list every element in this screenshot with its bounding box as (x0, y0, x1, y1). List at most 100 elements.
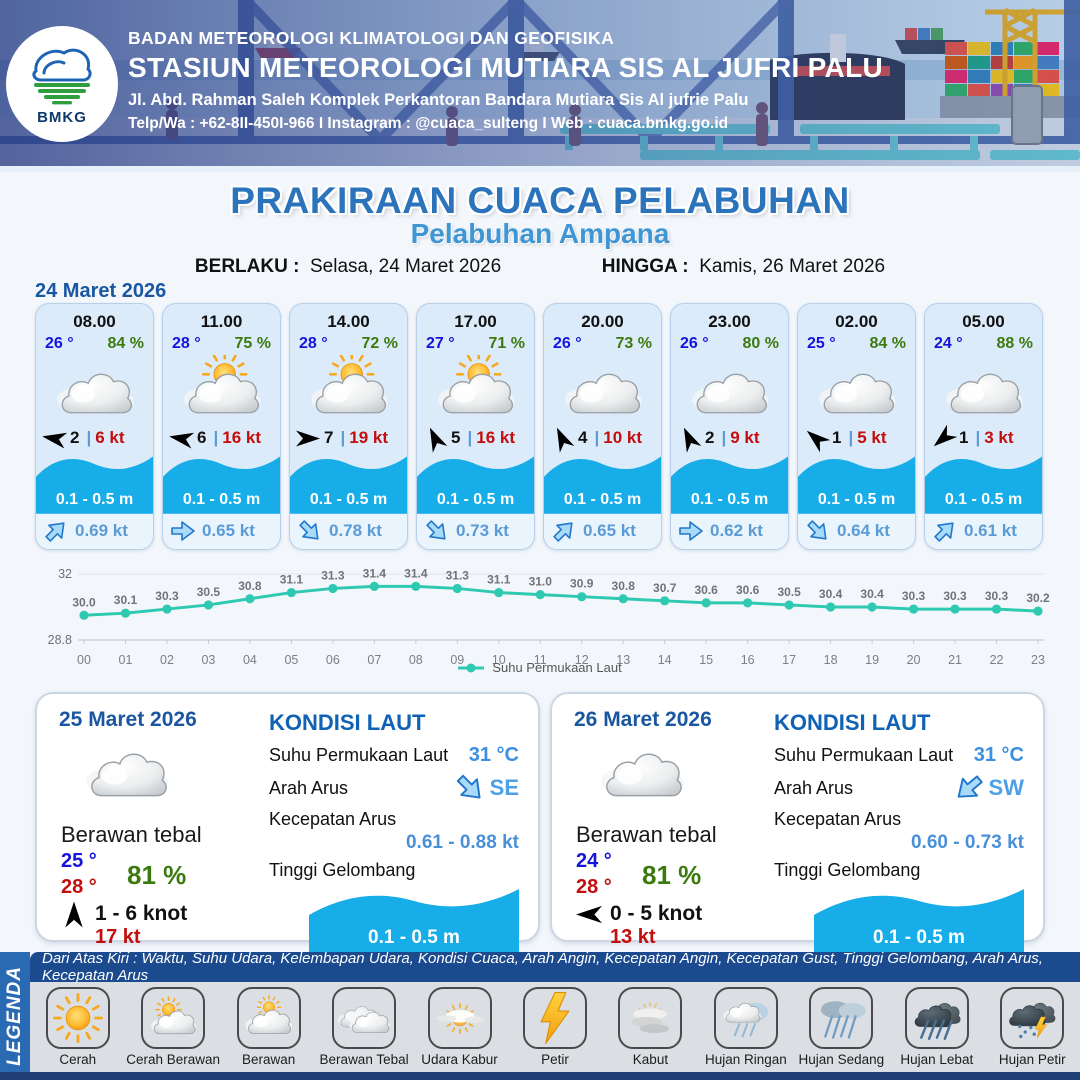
wave-band: 0.1 - 0.5 m (290, 451, 407, 514)
wind-direction-icon (556, 427, 575, 453)
wave-band: 0.1 - 0.5 m (925, 451, 1042, 514)
hingga-label: HINGGA : (601, 256, 689, 277)
humidity: 71 % (488, 335, 525, 352)
svg-text:30.1: 30.1 (114, 593, 138, 607)
wave-shape (798, 456, 915, 514)
wind-force: 2 (70, 428, 80, 448)
sst-value: 31 °C (468, 744, 519, 766)
forecast-card-row: 08.00 26 ° 84 % 2 | 6 kt 0.1 - 0.5 m 0.6… (35, 303, 1045, 550)
wind-force: 1 (832, 428, 842, 448)
current-dir-label: Arah Arus (269, 777, 349, 798)
svg-text:30.8: 30.8 (238, 579, 262, 593)
wind-force: 2 (705, 428, 715, 448)
port-illustration (0, 0, 1080, 166)
wind-separator: | (594, 428, 600, 448)
wave-band: 0.1 - 0.5 m (798, 451, 915, 514)
humidity: 72 % (361, 335, 398, 352)
summary-humidity: 81 % (642, 860, 702, 890)
weather-icon (163, 355, 280, 423)
wind-speed: 16 kt (476, 428, 515, 448)
forecast-card: 17.00 27 ° 71 % 5 | 16 kt 0.1 - 0.5 m 0.… (416, 303, 535, 550)
udara-kabur-icon (427, 987, 492, 1049)
current-speed-value: 0.61 - 0.88 kt (405, 832, 519, 853)
summary-temp-max: 28 ° (61, 876, 97, 898)
svg-text:12: 12 (575, 653, 589, 667)
svg-text:16: 16 (741, 653, 755, 667)
berawan-icon (236, 987, 301, 1049)
humidity: 84 % (869, 335, 906, 352)
forecast-time: 20.00 (581, 312, 624, 331)
petir-icon (522, 987, 587, 1049)
wind-separator: | (340, 428, 346, 448)
svg-text:30.3: 30.3 (985, 589, 1009, 603)
current-direction-icon (426, 520, 446, 541)
forecast-time: 05.00 (962, 312, 1005, 331)
svg-text:15: 15 (699, 653, 713, 667)
wave-shape (671, 456, 788, 514)
svg-text:08: 08 (409, 653, 423, 667)
legend-item-label: Hujan Petir (998, 1052, 1066, 1067)
svg-text:05: 05 (284, 653, 298, 667)
svg-text:30.6: 30.6 (694, 583, 718, 597)
legend-item: Petir (508, 987, 602, 1067)
forecast-card: 14.00 28 ° 72 % 7 | 19 kt 0.1 - 0.5 m 0.… (289, 303, 408, 550)
svg-text:22: 22 (990, 653, 1004, 667)
summary-wind-row: 1 - 6 knot (61, 901, 188, 927)
legend-title: LEGENDA (4, 966, 25, 1066)
contact-info: Telp/Wa : +62-8II-450I-966 I Instagram :… (128, 115, 729, 132)
svg-text:31.0: 31.0 (529, 575, 553, 589)
validity-line: BERLAKU : Selasa, 24 Maret 2026 HINGGA :… (0, 256, 1080, 278)
air-temperature: 24 ° (934, 335, 963, 352)
station-address: Jl. Abd. Rahman Saleh Komplek Perkantora… (128, 91, 749, 109)
svg-text:17: 17 (782, 653, 796, 667)
summary-wind-range: 0 - 5 knot (610, 902, 703, 925)
current-speed: 0.69 kt (75, 521, 128, 541)
air-temperature: 26 ° (680, 335, 709, 352)
weather-icon (290, 355, 407, 423)
forecast-date: 24 Maret 2026 (35, 280, 167, 302)
wave-band: 0.1 - 0.5 m (544, 451, 661, 514)
wave-band: 0.1 - 0.5 m (163, 451, 280, 514)
wave-label: Tinggi Gelombang (774, 860, 921, 880)
legend-item-label: Udara Kabur (421, 1052, 498, 1067)
current-speed-value: 0.60 - 0.73 kt (910, 832, 1024, 853)
wave-height-box: 0.1 - 0.5 m (309, 885, 519, 957)
svg-text:30.9: 30.9 (570, 577, 594, 591)
summary-humidity: 81 % (127, 860, 187, 890)
current-direction-icon (456, 774, 481, 799)
wave-band: 0.1 - 0.5 m (36, 451, 153, 514)
header-text-block: BADAN METEOROLOGI KLIMATOLOGI DAN GEOFIS… (128, 28, 988, 133)
wind-speed: 16 kt (222, 428, 261, 448)
summary-wind-range: 1 - 6 knot (95, 902, 188, 925)
air-temperature: 25 ° (807, 335, 836, 352)
svg-text:30.3: 30.3 (943, 589, 967, 603)
wind-force: 4 (578, 428, 588, 448)
wave-height: 0.1 - 0.5 m (944, 490, 1023, 508)
summary-wind-row: 0 - 5 knot (576, 902, 702, 926)
wind-speed: 19 kt (349, 428, 388, 448)
svg-text:31.1: 31.1 (487, 573, 511, 587)
weather-icon (925, 355, 1042, 423)
sea-heading: KONDISI LAUT (774, 710, 931, 735)
summary-temp-min: 24 ° (576, 850, 612, 872)
agency-name: BADAN METEOROLOGI KLIMATOLOGI DAN GEOFIS… (128, 28, 615, 48)
current-row: 0.65 kt (544, 513, 661, 549)
day-summary-card: 26 Maret 2026 Berawan tebal 24 ° 28 ° 81… (550, 692, 1045, 957)
air-temperature: 26 ° (45, 335, 74, 352)
current-direction-text: SW (988, 775, 1024, 800)
svg-text:31.1: 31.1 (280, 573, 304, 587)
bmkg-logo-text: BMKG (37, 108, 87, 126)
sst-value: 31 °C (973, 744, 1024, 766)
current-speed: 0.78 kt (329, 521, 382, 541)
wave-shape (814, 889, 1024, 957)
legend-item: Berawan Tebal (317, 987, 411, 1067)
temp-humidity-row: 26 ° 84 % (36, 332, 153, 353)
cerah-icon (45, 987, 110, 1049)
current-direction-icon (934, 522, 954, 543)
humidity: 84 % (107, 335, 144, 352)
svg-text:21: 21 (948, 653, 962, 667)
current-direction: SE (454, 773, 519, 803)
svg-text:30.2: 30.2 (1026, 591, 1050, 605)
legend-series-label: Suhu Permukaan Laut (492, 660, 622, 675)
forecast-card: 20.00 26 ° 73 % 4 | 10 kt 0.1 - 0.5 m 0.… (543, 303, 662, 550)
